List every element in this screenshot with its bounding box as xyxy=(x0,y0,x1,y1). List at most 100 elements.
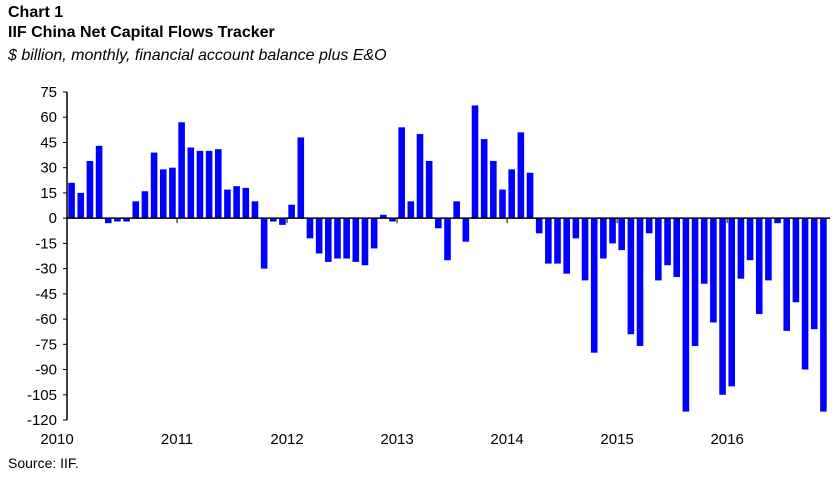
chart-subtitle: $ billion, monthly, financial account ba… xyxy=(8,47,387,64)
bar xyxy=(205,150,213,219)
bar xyxy=(792,218,800,303)
bar xyxy=(600,218,607,259)
bar xyxy=(673,218,681,278)
y-axis: 75 60 45 30 15 0 -15 -30 -45 -60 -75 -90 -105 -120 xyxy=(27,84,68,429)
bar xyxy=(563,218,570,274)
x-tick-label: 2010 xyxy=(40,431,73,448)
bar xyxy=(490,160,497,219)
source-note: Source: IIF. xyxy=(8,455,79,471)
bar xyxy=(746,218,754,261)
bar xyxy=(535,218,543,234)
bar xyxy=(380,214,387,219)
bar xyxy=(242,187,250,219)
bar xyxy=(352,218,360,262)
bar xyxy=(343,218,350,259)
bar xyxy=(288,204,295,219)
bar xyxy=(77,192,85,219)
y-tick-label: 45 xyxy=(40,134,57,151)
bar xyxy=(609,218,616,244)
bar xyxy=(224,189,231,219)
y-tick-label: -15 xyxy=(35,235,57,252)
bar xyxy=(728,218,736,387)
bar xyxy=(700,218,708,284)
x-tick-label: 2016 xyxy=(710,431,743,448)
bar xyxy=(68,182,75,219)
x-axis: 2010 2011 2012 2013 2014 2015 2016 xyxy=(40,217,830,448)
bar-series xyxy=(68,105,827,412)
x-tick-label: 2012 xyxy=(270,431,303,448)
x-tick-label: 2014 xyxy=(490,431,523,448)
bar xyxy=(416,134,424,219)
bar xyxy=(132,201,140,219)
bar xyxy=(214,149,222,219)
bar xyxy=(480,139,488,219)
y-tick-label: -45 xyxy=(35,286,57,303)
bar xyxy=(407,201,415,219)
y-tick-label: -60 xyxy=(35,311,57,328)
bar xyxy=(499,189,506,219)
bar xyxy=(453,201,460,219)
bar xyxy=(150,152,158,219)
bar xyxy=(178,122,185,219)
bar xyxy=(554,218,561,264)
bar xyxy=(435,218,442,229)
y-tick-label: -120 xyxy=(27,412,57,429)
bar xyxy=(334,218,341,259)
bar xyxy=(581,218,589,281)
bar xyxy=(187,147,195,219)
chart-title: IIF China Net Capital Flows Tracker xyxy=(8,24,275,41)
bar xyxy=(196,150,204,219)
bar xyxy=(810,218,818,330)
bar xyxy=(269,218,277,222)
bar xyxy=(398,127,405,219)
bar xyxy=(86,160,94,219)
bar xyxy=(572,218,580,239)
bar xyxy=(251,201,259,219)
bar xyxy=(765,218,772,281)
bar xyxy=(325,218,332,262)
bar xyxy=(141,191,149,219)
bar xyxy=(783,218,791,331)
bar xyxy=(233,186,240,219)
bar xyxy=(306,218,314,239)
bar xyxy=(370,218,378,249)
bar xyxy=(279,218,286,225)
chart-number-label: Chart 1 xyxy=(8,4,64,21)
bar xyxy=(719,218,726,395)
bar xyxy=(508,169,515,219)
bar xyxy=(801,218,809,370)
bar xyxy=(95,145,103,219)
bar xyxy=(315,218,323,254)
x-tick-label: 2013 xyxy=(380,431,413,448)
bar xyxy=(820,218,827,412)
bar xyxy=(159,169,167,219)
y-tick-label: -105 xyxy=(27,387,57,404)
bar xyxy=(691,218,699,346)
bar xyxy=(361,218,369,266)
bar xyxy=(169,167,176,219)
bar xyxy=(590,218,598,353)
bar xyxy=(545,218,552,264)
bar xyxy=(755,218,763,315)
bar xyxy=(389,218,396,222)
x-tick-label: 2011 xyxy=(161,431,193,448)
y-tick-label: 60 xyxy=(40,109,57,126)
bar xyxy=(682,218,690,412)
bar xyxy=(123,218,130,222)
y-tick-label: 15 xyxy=(40,185,57,202)
bar xyxy=(737,218,745,279)
bar xyxy=(618,218,625,251)
bar xyxy=(462,218,470,242)
y-tick-label: -90 xyxy=(35,362,57,379)
y-tick-label: -75 xyxy=(35,336,57,353)
bar xyxy=(104,218,112,224)
y-tick-label: 0 xyxy=(49,210,57,227)
x-tick-label: 2015 xyxy=(600,431,633,448)
bar xyxy=(526,172,534,219)
bar xyxy=(664,218,671,266)
bar xyxy=(444,218,451,261)
bar xyxy=(774,218,781,224)
bar xyxy=(645,218,653,234)
bar xyxy=(636,218,644,346)
bar xyxy=(655,218,662,281)
